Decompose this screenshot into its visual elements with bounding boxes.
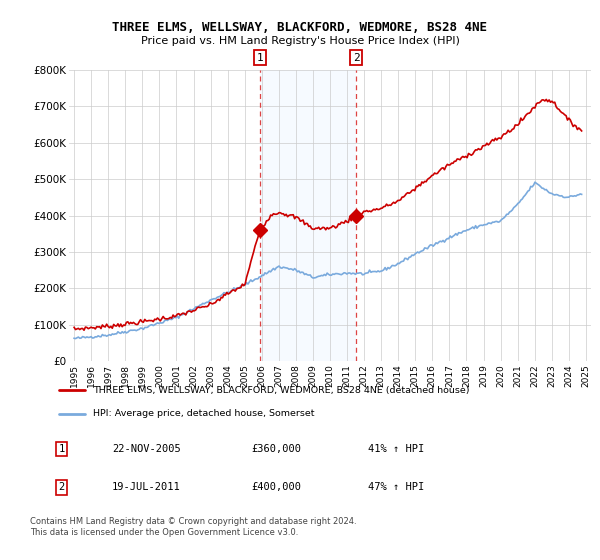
Text: 1: 1 [256,53,263,63]
Text: 2: 2 [353,53,359,63]
Text: Price paid vs. HM Land Registry's House Price Index (HPI): Price paid vs. HM Land Registry's House … [140,36,460,46]
Text: £360,000: £360,000 [251,444,301,454]
Text: 47% ↑ HPI: 47% ↑ HPI [368,482,425,492]
Text: 19-JUL-2011: 19-JUL-2011 [112,482,181,492]
Text: 2: 2 [58,482,64,492]
Text: THREE ELMS, WELLSWAY, BLACKFORD, WEDMORE, BS28 4NE (detached house): THREE ELMS, WELLSWAY, BLACKFORD, WEDMORE… [94,386,470,395]
Text: Contains HM Land Registry data © Crown copyright and database right 2024.
This d: Contains HM Land Registry data © Crown c… [30,517,356,537]
Text: 1: 1 [58,444,64,454]
Text: £400,000: £400,000 [251,482,301,492]
Bar [260,70,356,361]
Text: 22-NOV-2005: 22-NOV-2005 [112,444,181,454]
Text: 41% ↑ HPI: 41% ↑ HPI [368,444,425,454]
Text: THREE ELMS, WELLSWAY, BLACKFORD, WEDMORE, BS28 4NE: THREE ELMS, WELLSWAY, BLACKFORD, WEDMORE… [113,21,487,34]
Text: HPI: Average price, detached house, Somerset: HPI: Average price, detached house, Some… [94,409,315,418]
